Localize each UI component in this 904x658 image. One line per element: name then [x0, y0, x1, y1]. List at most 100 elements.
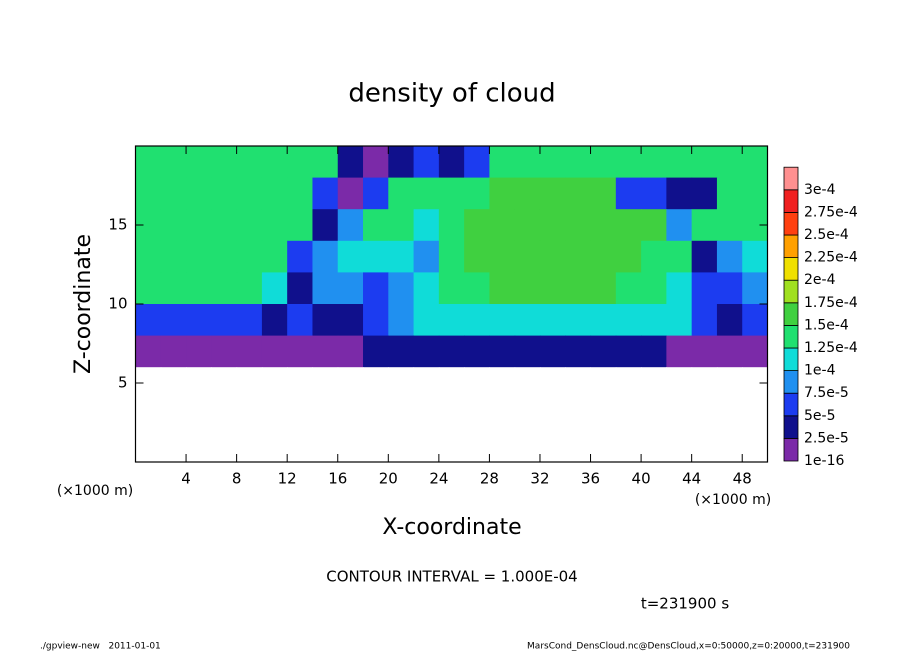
y-tick-label: 10 — [108, 295, 127, 313]
cell — [716, 240, 743, 273]
colorbar-box — [783, 279, 799, 304]
colorbar-box — [783, 166, 799, 191]
cell — [287, 177, 313, 210]
cell — [691, 367, 718, 400]
cell — [464, 272, 490, 305]
cell — [539, 367, 566, 400]
cell — [261, 177, 288, 210]
cell — [565, 367, 592, 400]
cell — [236, 209, 263, 242]
cell — [438, 335, 465, 368]
cell — [413, 304, 440, 337]
cell — [590, 398, 617, 431]
cell — [413, 367, 440, 400]
x-tick-label: 4 — [181, 470, 191, 488]
cell — [337, 430, 364, 463]
cell — [337, 304, 364, 337]
colorbar-label: 2e-4 — [804, 272, 836, 288]
cell — [337, 335, 364, 368]
x-tick-label: 32 — [530, 470, 549, 488]
colorbar-box — [783, 257, 799, 281]
cell — [236, 272, 263, 305]
cell — [312, 430, 339, 463]
cell — [287, 209, 313, 242]
cell — [160, 177, 187, 210]
cell — [363, 272, 389, 305]
cell — [160, 398, 187, 431]
cell — [539, 335, 566, 368]
cell — [565, 146, 592, 179]
cell — [312, 146, 339, 179]
cell — [742, 398, 768, 431]
cell — [464, 430, 490, 463]
cell — [666, 335, 693, 368]
cell — [160, 209, 187, 242]
cell — [666, 398, 693, 431]
cell — [464, 146, 490, 179]
colorbar-box — [783, 302, 799, 326]
cell — [413, 209, 440, 242]
cell — [287, 367, 313, 400]
cell — [261, 272, 288, 305]
cell — [590, 304, 617, 337]
cell — [186, 367, 212, 400]
cell — [691, 335, 718, 368]
cell — [186, 177, 212, 210]
cell — [641, 367, 667, 400]
cell — [666, 430, 693, 463]
cell — [388, 177, 415, 210]
cell — [666, 240, 693, 273]
cell — [615, 146, 642, 179]
cell — [261, 398, 288, 431]
cell — [261, 367, 288, 400]
cell — [186, 209, 212, 242]
cell — [388, 304, 415, 337]
cell — [716, 209, 743, 242]
cell — [337, 146, 364, 179]
cell — [666, 177, 693, 210]
cell — [236, 304, 263, 337]
cell — [363, 240, 389, 273]
cell — [160, 430, 187, 463]
cell — [287, 335, 313, 368]
cell — [742, 240, 768, 273]
cell — [514, 177, 541, 210]
cell — [363, 398, 389, 431]
cell — [489, 177, 516, 210]
cell — [489, 209, 516, 242]
cell — [287, 240, 313, 273]
cell — [261, 335, 288, 368]
colorbar-label: 1.25e-4 — [804, 340, 858, 356]
cell — [464, 209, 490, 242]
cell — [514, 398, 541, 431]
cell — [211, 430, 238, 463]
cell — [489, 335, 516, 368]
cell — [186, 146, 212, 179]
cell — [666, 367, 693, 400]
cell — [742, 146, 768, 179]
cell — [388, 146, 415, 179]
colorbar-label: 1.75e-4 — [804, 295, 858, 311]
cell — [160, 367, 187, 400]
x-axis-unit: (×1000 m) — [695, 492, 771, 508]
x-tick-label: 44 — [682, 470, 701, 488]
cell — [716, 146, 743, 179]
cell — [211, 146, 238, 179]
cell — [363, 335, 389, 368]
y-tick-label: 5 — [118, 374, 128, 392]
cell — [565, 430, 592, 463]
cell — [464, 304, 490, 337]
cell — [287, 430, 313, 463]
cell — [539, 304, 566, 337]
cell — [539, 209, 566, 242]
cell — [691, 177, 718, 210]
cell — [590, 240, 617, 273]
cell — [691, 272, 718, 305]
cell — [716, 272, 743, 305]
cell — [413, 146, 440, 179]
cell — [615, 240, 642, 273]
cell — [514, 430, 541, 463]
x-tick-label: 48 — [733, 470, 752, 488]
cell — [641, 430, 667, 463]
